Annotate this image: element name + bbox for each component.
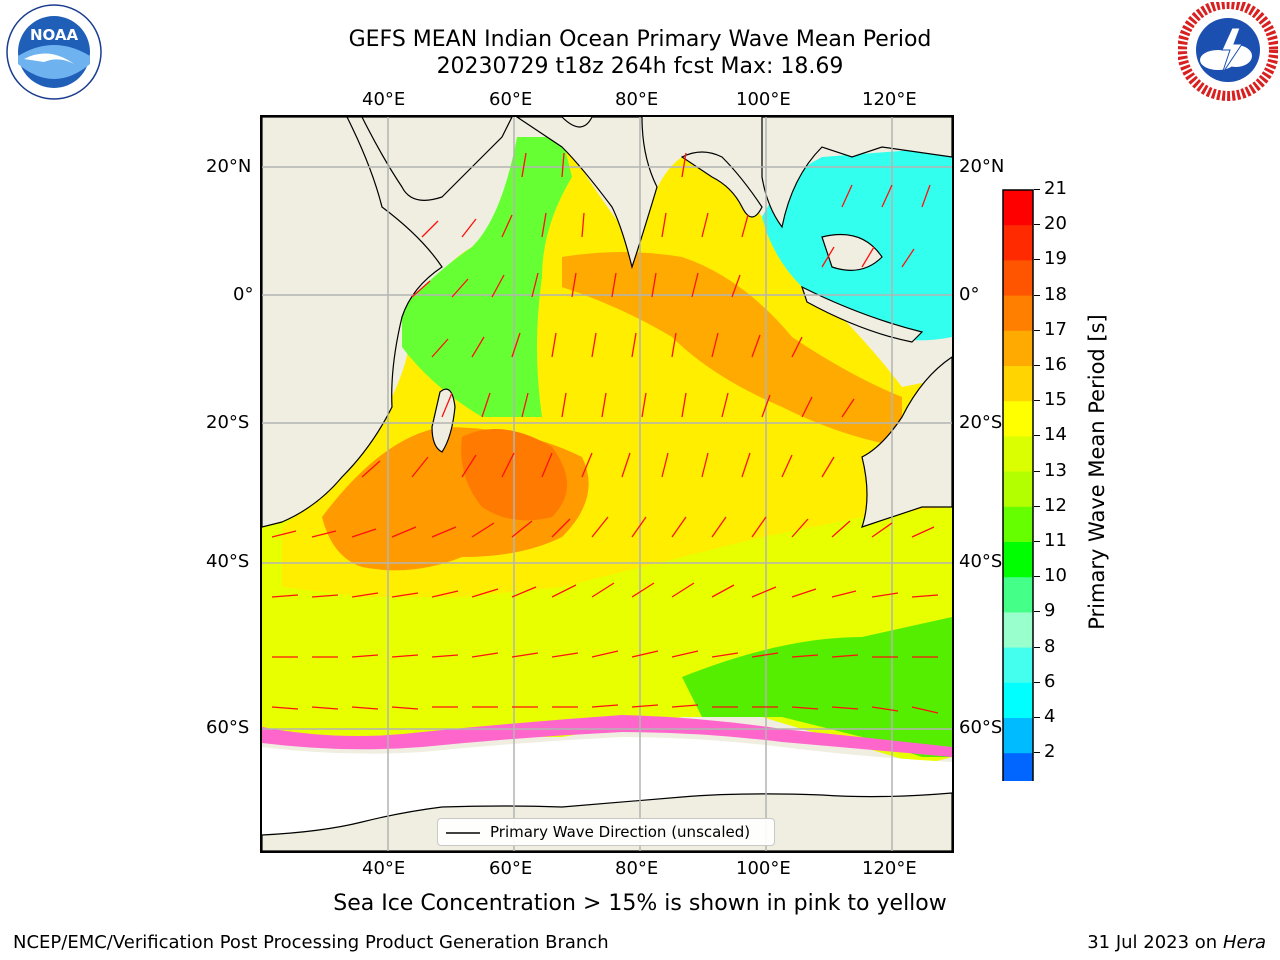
colorbar-segment	[1003, 260, 1033, 297]
noaa-logo-text: NOAA	[30, 26, 79, 44]
colorbar-segment	[1003, 436, 1033, 473]
colorbar-segment	[1003, 366, 1033, 402]
colorbar-tick-label: 8	[1044, 635, 1056, 657]
bottom-lon-tick: 80°E	[615, 858, 659, 879]
map-panel	[260, 115, 954, 853]
colorbar-ticks: 21 20 19 18 17 16 15 14 13 12 11 10 9 8 6 4 2	[1034, 178, 1104, 769]
colorbar-tick-mark	[1034, 365, 1040, 366]
colorbar-tick-label: 21	[1044, 178, 1067, 199]
colorbar-tick-mark	[1034, 189, 1040, 190]
right-lat-tick: 20°S	[959, 412, 1003, 433]
left-lat-tick: 40°S	[206, 551, 250, 572]
top-lon-tick: 100°E	[736, 89, 791, 110]
noaa-logo-icon: NOAA	[4, 4, 104, 104]
colorbar-tick-label: 14	[1044, 424, 1067, 446]
right-lat-tick: 40°S	[959, 551, 1003, 572]
colorbar-tick-label: 15	[1044, 389, 1067, 411]
left-lat-tick: 20°N	[206, 156, 252, 177]
colorbar-segment	[1003, 330, 1033, 367]
legend-label: Primary Wave Direction (unscaled)	[490, 823, 751, 841]
colorbar-segment	[1003, 401, 1033, 437]
colorbar-label: Primary Wave Mean Period [s]	[1085, 314, 1109, 630]
colorbar-tick-mark	[1034, 400, 1040, 402]
right-lat-tick: 0°	[959, 284, 980, 305]
colorbar-tick-mark	[1034, 752, 1040, 754]
colorbar-segment	[1003, 471, 1033, 508]
left-lat-tick: 60°S	[206, 717, 250, 738]
colorbar-tick-label: 12	[1044, 494, 1067, 516]
colorbar-segment	[1003, 612, 1033, 649]
map-title: GEFS MEAN Indian Ocean Primary Wave Mean…	[348, 27, 932, 52]
colorbar-tick-label: 2	[1044, 741, 1056, 763]
right-lat-tick: 20°N	[959, 156, 1005, 177]
colorbar-segment	[1003, 542, 1033, 578]
right-lat-tick: 60°S	[959, 717, 1003, 738]
colorbar-tick-mark	[1034, 611, 1040, 613]
colorbar	[1002, 189, 1034, 818]
colorbar-tick-label: 13	[1044, 459, 1067, 481]
colorbar-segment	[1003, 190, 1033, 226]
colorbar-tick-mark	[1034, 681, 1040, 683]
map-subtitle: 20230729 t18z 264h fcst Max: 18.69	[436, 54, 844, 79]
colorbar-segment	[1003, 577, 1033, 613]
sea-ice-caption: Sea Ice Concentration > 15% is shown in …	[333, 891, 947, 916]
left-lat-tick: 20°S	[206, 412, 250, 433]
colorbar-tick-label: 9	[1044, 600, 1056, 622]
nws-logo-icon	[1177, 0, 1279, 102]
colorbar-tick-label: 6	[1044, 670, 1056, 692]
colorbar-svg	[1002, 189, 1034, 818]
colorbar-tick-label: 18	[1044, 283, 1067, 305]
bottom-lon-tick: 40°E	[362, 858, 406, 879]
map-legend: Primary Wave Direction (unscaled)	[437, 818, 775, 846]
colorbar-tick-label: 16	[1044, 354, 1067, 375]
wave-period-map	[262, 117, 952, 851]
colorbar-segment	[1003, 225, 1033, 261]
colorbar-tick-mark	[1034, 576, 1040, 578]
left-lat-tick: 0°	[233, 284, 254, 305]
colorbar-tick-label: 20	[1044, 213, 1067, 235]
colorbar-tick-mark	[1034, 329, 1040, 331]
colorbar-tick-mark	[1034, 259, 1040, 261]
legend-line-icon	[446, 832, 480, 834]
colorbar-tick-mark	[1034, 646, 1040, 648]
colorbar-tick-mark	[1034, 541, 1040, 542]
colorbar-tick-label: 4	[1044, 706, 1056, 727]
colorbar-segment	[1003, 682, 1033, 719]
top-lon-tick: 60°E	[489, 89, 533, 110]
machine-name: Hera	[1222, 932, 1266, 953]
colorbar-tick-mark	[1034, 224, 1040, 226]
bottom-lon-tick: 120°E	[862, 858, 917, 879]
colorbar-segment	[1003, 506, 1033, 543]
colorbar-segment	[1003, 295, 1033, 332]
date-value: 31 Jul 2023 on	[1087, 932, 1223, 953]
top-lon-tick: 80°E	[615, 89, 659, 110]
date-text: 31 Jul 2023 on Hera	[1087, 932, 1266, 953]
colorbar-tick-label: 10	[1044, 565, 1067, 587]
colorbar-segment	[1003, 753, 1033, 789]
colorbar-tick-mark	[1034, 470, 1040, 472]
bottom-lon-tick: 60°E	[489, 858, 533, 879]
colorbar-tick-label: 11	[1044, 530, 1067, 551]
bottom-lon-tick: 100°E	[736, 858, 791, 879]
top-lon-tick: 120°E	[862, 89, 917, 110]
colorbar-segment	[1003, 647, 1033, 684]
colorbar-tick-label: 19	[1044, 248, 1067, 270]
colorbar-tick-mark	[1034, 717, 1040, 718]
colorbar-tick-mark	[1034, 505, 1040, 507]
top-lon-tick: 40°E	[362, 89, 406, 110]
colorbar-tick-mark	[1034, 435, 1040, 437]
credit-text: NCEP/EMC/Verification Post Processing Pr…	[13, 932, 609, 953]
colorbar-tick-label: 17	[1044, 318, 1067, 340]
colorbar-tick-mark	[1034, 294, 1040, 296]
colorbar-segment	[1003, 718, 1033, 754]
